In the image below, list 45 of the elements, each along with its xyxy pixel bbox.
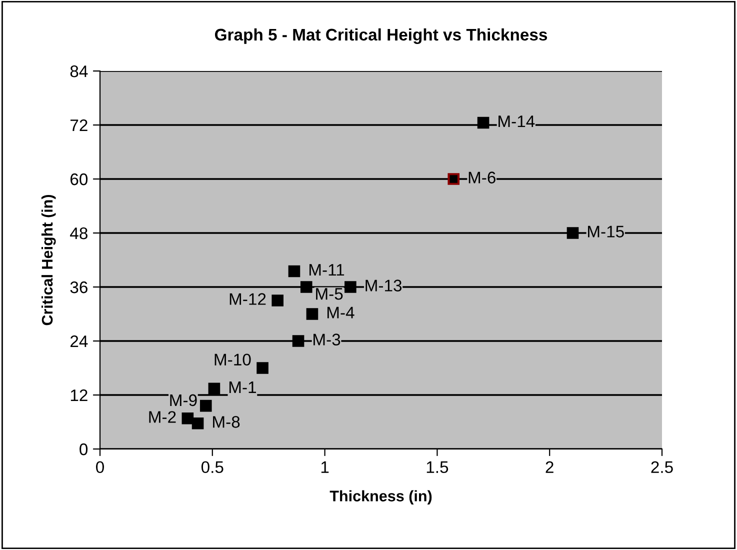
x-tick-label: 2: [546, 461, 554, 473]
y-tick-label: 60: [70, 173, 88, 186]
y-tick-label: 84: [70, 65, 88, 78]
point: [272, 294, 284, 306]
point: [288, 265, 300, 278]
x-tick-label: 0.5: [201, 461, 224, 474]
y-tick-label: 0: [80, 443, 88, 456]
y-tick-label: 36: [70, 281, 88, 294]
data-label: M-14: [498, 116, 535, 128]
y-axis-title: Critical Height (in): [41, 194, 56, 326]
point: [566, 227, 579, 239]
data-label: M-11: [309, 264, 344, 276]
data-label: M-2: [149, 411, 176, 423]
point: [256, 362, 268, 374]
y-tick-label: 72: [70, 119, 88, 132]
data-label: M-10: [214, 354, 251, 366]
data-label: M-1: [229, 382, 256, 394]
data-label: M-8: [213, 416, 240, 428]
data-label: M-12: [230, 293, 266, 305]
point: [306, 308, 318, 320]
chart-title: Graph 5 - Mat Critical Height vs Thickness: [214, 28, 548, 44]
data-label: M-3: [314, 334, 340, 346]
point: [182, 412, 194, 424]
point: [192, 417, 204, 430]
y-tick-label: 24: [70, 335, 88, 348]
point: [344, 281, 356, 293]
point: [300, 281, 312, 293]
point: [208, 382, 220, 395]
data-label: M-6: [468, 172, 496, 184]
y-tick-label: 48: [70, 227, 88, 240]
point: [200, 400, 212, 412]
x-tick-label: 1: [321, 461, 329, 473]
data-label: M-9: [170, 394, 197, 406]
point: [448, 173, 460, 185]
data-label: M-13: [366, 280, 402, 292]
point: [477, 116, 490, 129]
x-tick-label: 1.5: [426, 461, 448, 474]
x-tick-label: 0: [96, 461, 104, 474]
x-axis-title: Thickness (in): [330, 490, 432, 504]
x-tick-label: 2.5: [651, 461, 673, 474]
y-tick-label: 12: [70, 389, 88, 402]
data-label: M-4: [327, 306, 354, 318]
data-label: M-5: [316, 288, 343, 300]
data-label: M-15: [588, 226, 624, 238]
point: [292, 335, 304, 347]
